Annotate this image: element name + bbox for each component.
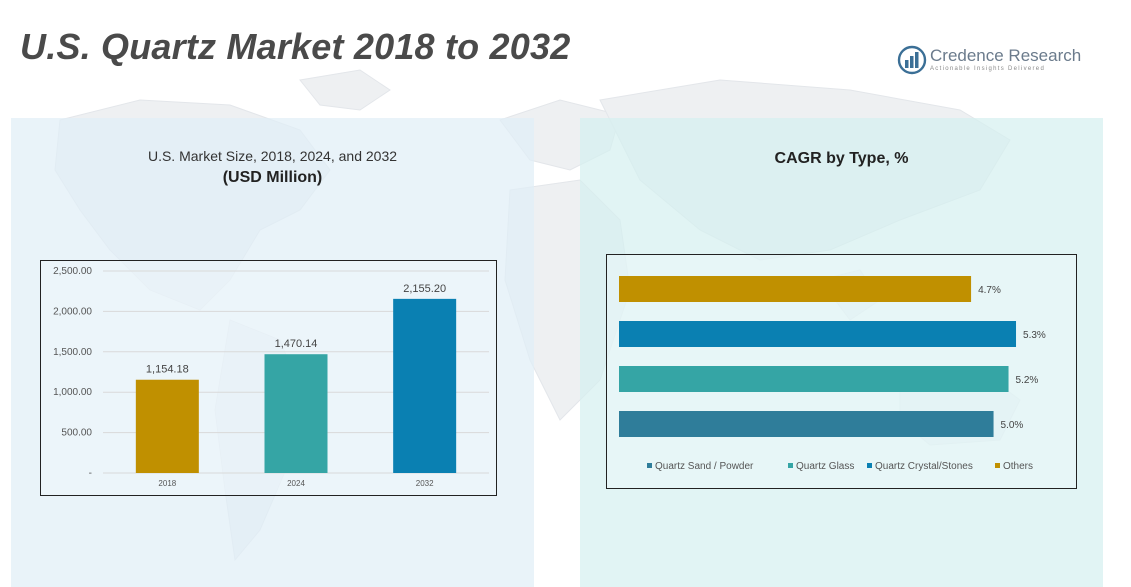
x-tick-label: 2024 [287,479,305,488]
logo-name: Credence Research [930,46,1082,65]
page-title: U.S. Quartz Market 2018 to 2032 [20,26,571,67]
bar [619,411,994,437]
legend-label: Quartz Glass [796,461,854,472]
cagr-panel: CAGR by Type, % 4.7% 5.3% 5.2% 5.0% Quartz S… [580,118,1103,587]
legend-swatch [995,463,1000,468]
y-tick-label: 2,500.00 [53,266,92,277]
bar [619,276,972,302]
logo-tagline: Actionable Insights Delivered [930,66,1046,72]
y-tick-label: 1,500.00 [53,347,92,358]
bar [264,354,328,473]
data-label: 1,470.14 [275,338,318,350]
market-size-chart-frame: - 500.00 1,000.00 1,500.00 2,000.00 2,500.00 1… [40,260,497,496]
data-label: 5.2% [1016,375,1039,386]
cagr-bar-chart: 4.7% 5.3% 5.2% 5.0% Quartz Sand / Powder Quar… [619,276,1046,472]
bar [135,379,199,473]
data-label: 5.0% [1001,420,1024,431]
y-tick-label: 2,000.00 [53,306,92,317]
x-tick-label: 2018 [158,479,176,488]
market-size-unit: (USD Million) [222,169,323,186]
data-label: 2,155.20 [403,283,446,295]
market-size-bar-chart: - 500.00 1,000.00 1,500.00 2,000.00 2,500.00 1… [53,266,489,488]
logo-mark-icon [897,45,927,75]
bar [393,298,457,473]
legend-swatch [788,463,793,468]
cagr-chart-frame: 4.7% 5.3% 5.2% 5.0% Quartz Sand / Powder Quar… [606,254,1077,489]
market-size-subtitle: U.S. Market Size, 2018, 2024, and 2032 [147,148,398,164]
legend-swatch [867,463,872,468]
data-label: 5.3% [1023,330,1046,341]
credence-research-logo: Credence Research Actionable Insights De… [897,44,1087,78]
legend-label: Others [1003,461,1033,472]
legend-label: Quartz Sand / Powder [655,461,754,472]
legend-swatch [647,463,652,468]
bar [619,321,1017,347]
y-tick-label: 500.00 [61,428,92,439]
y-tick-label: - [89,468,92,479]
legend-label: Quartz Crystal/Stones [875,461,973,472]
x-tick-label: 2032 [416,479,434,488]
bar [619,366,1009,392]
cagr-title: CAGR by Type, % [774,150,909,167]
market-size-panel: U.S. Market Size, 2018, 2024, and 2032 (… [11,118,534,587]
data-label: 4.7% [978,285,1001,296]
data-label: 1,154.18 [146,364,189,376]
y-tick-label: 1,000.00 [53,387,92,398]
